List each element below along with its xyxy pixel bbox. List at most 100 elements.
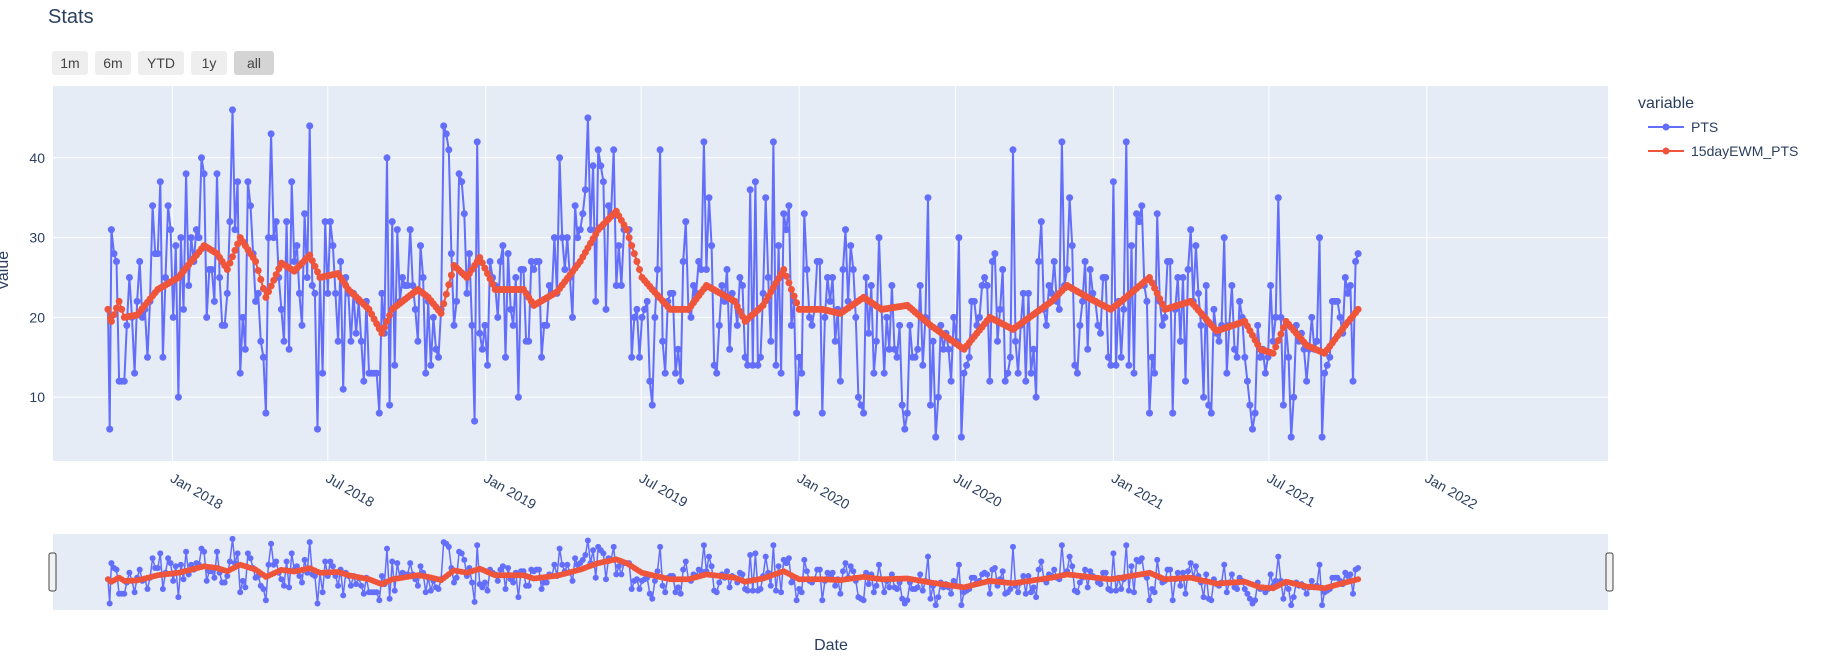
slider-pts-point bbox=[785, 555, 792, 562]
range-slider-right-handle[interactable] bbox=[1605, 552, 1614, 592]
pts-point bbox=[1107, 361, 1115, 369]
slider-pts-point bbox=[1192, 563, 1199, 570]
pts-point bbox=[1148, 353, 1156, 361]
slider-pts-point bbox=[551, 561, 558, 568]
pts-point bbox=[1048, 289, 1056, 297]
slider-pts-point bbox=[414, 582, 421, 589]
slider-pts-point bbox=[373, 589, 380, 596]
slider-pts-point bbox=[278, 576, 285, 583]
pts-point bbox=[867, 282, 875, 289]
x-tick-label: Jan 2022 bbox=[1422, 470, 1480, 513]
pts-point bbox=[563, 234, 571, 242]
pts-point bbox=[203, 313, 211, 321]
pts-point bbox=[1192, 242, 1200, 250]
range-slider-left-handle[interactable] bbox=[48, 552, 57, 592]
slider-pts-point bbox=[752, 550, 759, 557]
pts-point bbox=[332, 289, 339, 297]
pts-point bbox=[458, 178, 466, 186]
15dayewm-pts-point bbox=[314, 268, 321, 276]
pts-point bbox=[1274, 194, 1282, 202]
pts-point bbox=[277, 305, 285, 313]
pts-point bbox=[1166, 258, 1174, 265]
15dayewm-pts-point bbox=[259, 285, 267, 292]
slider-pts-point bbox=[327, 558, 334, 565]
pts-point bbox=[558, 234, 566, 242]
slider-pts-point bbox=[819, 597, 826, 604]
slider-pts-point bbox=[824, 569, 831, 576]
slider-pts-point bbox=[662, 589, 669, 596]
slider-pts-point bbox=[726, 584, 733, 591]
slider-pts-point bbox=[1177, 582, 1184, 589]
slider-pts-point bbox=[224, 573, 231, 579]
y-axis-title: value bbox=[0, 251, 12, 289]
pts-point bbox=[1058, 138, 1066, 146]
pts-point bbox=[411, 305, 419, 313]
pts-point bbox=[674, 345, 682, 353]
x-axis-title: Date bbox=[814, 637, 848, 654]
legend-label-pts[interactable]: PTS bbox=[1691, 119, 1718, 135]
legend-label-15dayewm-pts[interactable]: 15dayEWM_PTS bbox=[1691, 143, 1798, 159]
pts-point bbox=[1290, 393, 1298, 401]
pts-point bbox=[306, 122, 314, 130]
15dayewm-pts-point bbox=[270, 276, 278, 284]
slider-pts-point bbox=[299, 579, 305, 586]
pts-point bbox=[677, 377, 685, 385]
slider-pts-point bbox=[1110, 550, 1117, 557]
pts-point bbox=[769, 138, 777, 146]
slider-pts-point bbox=[613, 571, 620, 578]
pts-point bbox=[592, 297, 600, 305]
pts-point bbox=[1089, 289, 1097, 297]
pts-point bbox=[872, 337, 880, 345]
range-button-label: 1m bbox=[60, 55, 79, 71]
15dayewm-pts-point bbox=[275, 265, 283, 273]
slider-pts-point bbox=[1123, 542, 1130, 549]
pts-point bbox=[754, 361, 762, 369]
pts-point bbox=[1037, 218, 1045, 226]
pts-point bbox=[682, 218, 690, 226]
pts-point bbox=[1182, 377, 1189, 385]
pts-point bbox=[270, 234, 278, 242]
slider-pts-point bbox=[525, 582, 532, 589]
15dayewm-pts-point bbox=[445, 281, 453, 289]
pts-point bbox=[1233, 353, 1241, 361]
pts-point bbox=[321, 218, 329, 226]
slider-pts-point bbox=[1066, 553, 1073, 560]
pts-point bbox=[852, 313, 860, 321]
pts-point bbox=[981, 274, 989, 281]
pts-point bbox=[388, 218, 396, 226]
slider-pts-point bbox=[234, 550, 241, 557]
slider-pts-point bbox=[999, 568, 1006, 575]
range-button-1y[interactable] bbox=[191, 51, 227, 75]
slider-pts-point bbox=[850, 568, 857, 575]
pts-point bbox=[885, 345, 893, 353]
pts-point bbox=[901, 425, 909, 433]
slider-pts-point bbox=[260, 586, 267, 592]
pts-point bbox=[960, 369, 968, 377]
range-button-1m[interactable] bbox=[52, 51, 88, 75]
pts-point bbox=[726, 345, 734, 353]
slider-pts-point bbox=[1087, 568, 1094, 575]
pts-point bbox=[1346, 282, 1354, 289]
slider-pts-point bbox=[121, 590, 128, 597]
slider-pts-point bbox=[445, 543, 452, 550]
slider-pts-point bbox=[860, 597, 867, 604]
slider-pts-point bbox=[1097, 581, 1104, 588]
pts-point bbox=[120, 377, 128, 385]
pts-point bbox=[1081, 258, 1089, 265]
range-button-6m[interactable] bbox=[95, 51, 131, 75]
pts-point bbox=[710, 361, 718, 369]
slider-pts-point bbox=[242, 584, 249, 591]
slider-pts-point bbox=[798, 589, 805, 596]
pts-point bbox=[226, 218, 234, 226]
pts-point bbox=[465, 250, 473, 258]
slider-pts-point bbox=[659, 582, 666, 589]
pts-point bbox=[1009, 146, 1017, 154]
pts-point bbox=[460, 210, 468, 218]
slider-pts-point bbox=[904, 597, 911, 604]
range-button-all[interactable] bbox=[234, 51, 274, 75]
pts-point bbox=[1251, 409, 1259, 417]
x-tick-label: Jan 2018 bbox=[168, 470, 226, 513]
pts-point bbox=[1122, 138, 1130, 146]
pts-point bbox=[950, 313, 958, 321]
range-button-ytd[interactable] bbox=[138, 51, 184, 75]
